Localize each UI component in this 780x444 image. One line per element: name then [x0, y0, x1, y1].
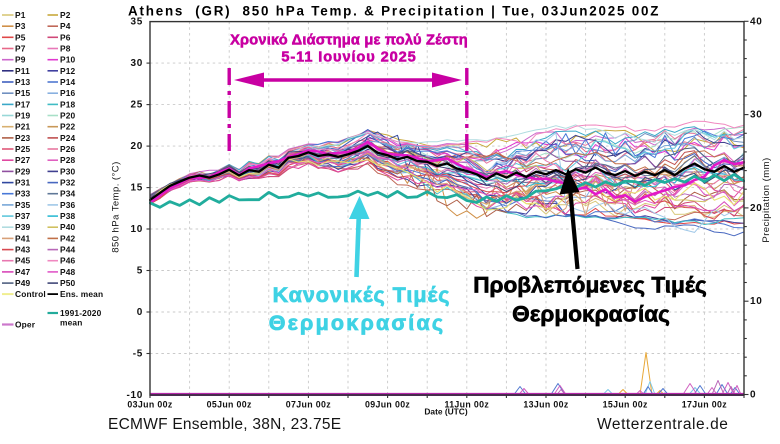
svg-text:10: 10 — [130, 224, 143, 235]
svg-text:P26: P26 — [60, 144, 76, 154]
svg-text:P2: P2 — [60, 10, 71, 20]
svg-text:Χρονικό Διάστημα με πολύ Ζέστη: Χρονικό Διάστημα με πολύ Ζέστη — [230, 33, 468, 49]
svg-text:P1: P1 — [15, 10, 26, 20]
svg-text:Κανονικές Τιμές: Κανονικές Τιμές — [273, 283, 451, 307]
svg-text:25: 25 — [130, 100, 143, 111]
svg-text:P29: P29 — [15, 166, 31, 176]
svg-text:P50: P50 — [60, 278, 76, 288]
svg-text:1991-2020: 1991-2020 — [60, 308, 102, 318]
svg-text:Precipitation (mm): Precipitation (mm) — [761, 157, 772, 242]
svg-text:P19: P19 — [15, 111, 31, 121]
svg-text:Control: Control — [15, 289, 46, 299]
svg-text:P36: P36 — [60, 200, 76, 210]
svg-text:P24: P24 — [60, 133, 76, 143]
svg-text:Προβλεπόμενες Τιμές: Προβλεπόμενες Τιμές — [473, 273, 707, 298]
svg-text:Wetterzentrale.de: Wetterzentrale.de — [597, 416, 728, 433]
svg-text:-5: -5 — [133, 349, 143, 360]
svg-text:20: 20 — [130, 141, 143, 152]
svg-text:P12: P12 — [60, 66, 76, 76]
svg-text:Χρονικό Διάστημα με πολύ Ζέστη: Χρονικό Διάστημα με πολύ Ζέστη — [230, 33, 468, 49]
svg-text:Προβλεπόμενες Τιμές: Προβλεπόμενες Τιμές — [473, 273, 707, 298]
svg-text:P49: P49 — [15, 278, 31, 288]
svg-text:P37: P37 — [15, 211, 31, 221]
svg-text:0: 0 — [750, 390, 756, 401]
svg-text:5-11 Ιουνίου 2025: 5-11 Ιουνίου 2025 — [281, 49, 416, 65]
svg-text:P10: P10 — [60, 55, 76, 65]
svg-text:09Jun 00z: 09Jun 00z — [365, 400, 410, 410]
svg-text:ECMWF Ensemble, 38N, 23.75E: ECMWF Ensemble, 38N, 23.75E — [108, 416, 341, 433]
svg-text:P43: P43 — [15, 245, 31, 255]
svg-text:P16: P16 — [60, 88, 76, 98]
svg-text:P17: P17 — [15, 99, 31, 109]
svg-text:850 hPa Temp. (°C): 850 hPa Temp. (°C) — [111, 161, 122, 252]
svg-text:40: 40 — [750, 16, 763, 27]
svg-text:30: 30 — [750, 110, 763, 121]
svg-text:P20: P20 — [60, 111, 76, 121]
svg-text:Date (UTC): Date (UTC) — [424, 407, 467, 417]
svg-text:Oper: Oper — [15, 320, 36, 330]
svg-text:P23: P23 — [15, 133, 31, 143]
svg-text:Ens. mean: Ens. mean — [60, 289, 103, 299]
svg-text:17Jun 00z: 17Jun 00z — [682, 400, 727, 410]
svg-text:P39: P39 — [15, 222, 31, 232]
svg-text:5: 5 — [137, 266, 143, 277]
svg-text:P11: P11 — [15, 66, 30, 76]
svg-text:P46: P46 — [60, 256, 76, 266]
svg-text:P4: P4 — [60, 21, 71, 31]
svg-text:P21: P21 — [15, 122, 31, 132]
svg-text:P45: P45 — [15, 256, 31, 266]
svg-text:07Jun 00z: 07Jun 00z — [286, 400, 331, 410]
svg-text:13Jun 00z: 13Jun 00z — [523, 400, 568, 410]
svg-text:P28: P28 — [60, 155, 76, 165]
svg-text:5-11 Ιουνίου 2025: 5-11 Ιουνίου 2025 — [281, 49, 416, 65]
svg-text:Θερμοκρασίας: Θερμοκρασίας — [269, 311, 446, 335]
svg-text:05Jun 00z: 05Jun 00z — [207, 400, 252, 410]
svg-text:P15: P15 — [15, 88, 31, 98]
svg-text:11Jun 00z: 11Jun 00z — [444, 400, 489, 410]
svg-text:P34: P34 — [60, 189, 76, 199]
svg-text:P47: P47 — [15, 267, 31, 277]
svg-text:P7: P7 — [15, 44, 26, 54]
svg-text:P38: P38 — [60, 211, 76, 221]
svg-text:Θερμοκρασίας: Θερμοκρασίας — [512, 302, 670, 327]
svg-text:30: 30 — [130, 58, 143, 69]
svg-text:15: 15 — [130, 183, 143, 194]
svg-text:15Jun 00z: 15Jun 00z — [603, 400, 648, 410]
svg-text:P22: P22 — [60, 122, 76, 132]
svg-text:20: 20 — [750, 203, 763, 214]
svg-text:P18: P18 — [60, 99, 76, 109]
svg-text:10: 10 — [750, 296, 763, 307]
svg-text:mean: mean — [60, 318, 82, 328]
svg-text:Θερμοκρασίας: Θερμοκρασίας — [512, 302, 670, 327]
svg-text:P25: P25 — [15, 144, 31, 154]
svg-text:P31: P31 — [15, 178, 31, 188]
svg-text:P14: P14 — [60, 77, 76, 87]
svg-text:P5: P5 — [15, 32, 26, 42]
svg-text:P40: P40 — [60, 222, 76, 232]
svg-text:P8: P8 — [60, 44, 71, 54]
svg-text:P27: P27 — [15, 155, 31, 165]
svg-text:P41: P41 — [15, 233, 31, 243]
svg-text:P6: P6 — [60, 32, 71, 42]
svg-text:P30: P30 — [60, 166, 76, 176]
svg-text:P33: P33 — [15, 189, 31, 199]
svg-text:35: 35 — [130, 17, 143, 28]
svg-text:0: 0 — [137, 307, 143, 318]
svg-text:P3: P3 — [15, 21, 26, 31]
svg-text:P44: P44 — [60, 245, 76, 255]
svg-text:P9: P9 — [15, 55, 26, 65]
svg-text:Κανονικές Τιμές: Κανονικές Τιμές — [273, 283, 451, 307]
svg-text:P35: P35 — [15, 200, 31, 210]
svg-text:P48: P48 — [60, 267, 76, 277]
svg-text:P42: P42 — [60, 233, 76, 243]
svg-text:-10: -10 — [126, 390, 143, 401]
svg-text:03Jun 00z: 03Jun 00z — [127, 400, 172, 410]
svg-text:Athens (GR) 850 hPa Temp. &: Athens (GR) 850 hPa Temp. & Precipitatio… — [128, 4, 660, 19]
svg-text:Θερμοκρασίας: Θερμοκρασίας — [269, 311, 446, 335]
svg-text:P13: P13 — [15, 77, 31, 87]
svg-text:P32: P32 — [60, 178, 76, 188]
